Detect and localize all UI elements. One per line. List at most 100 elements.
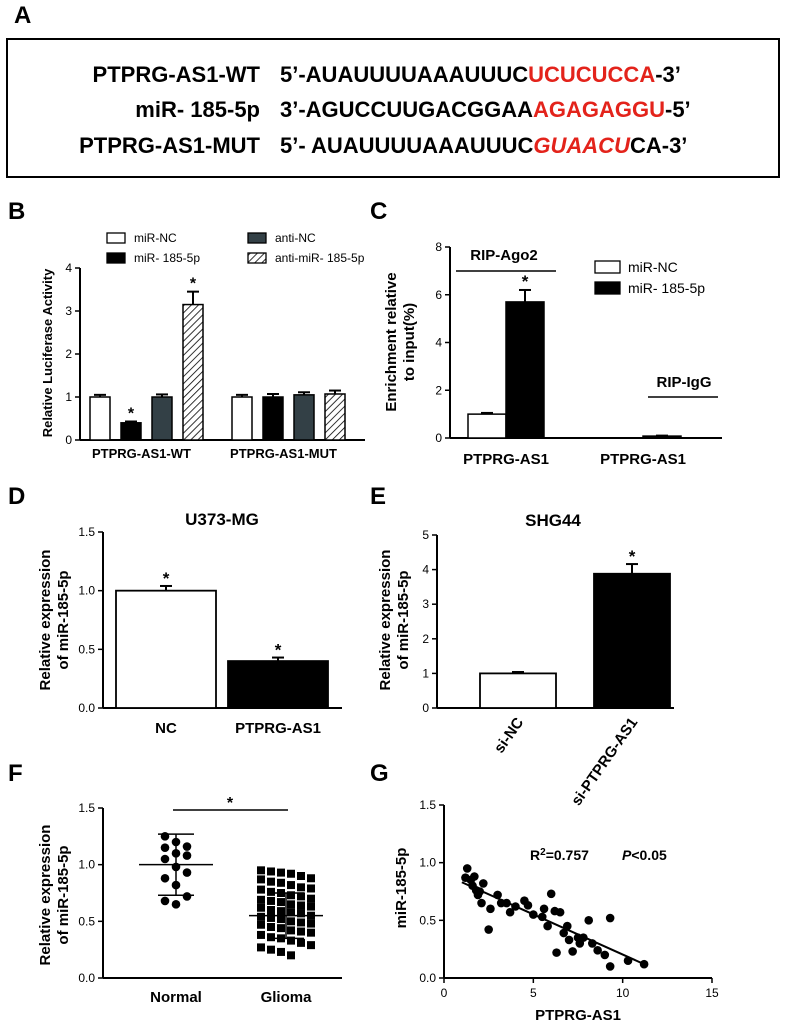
- chart-f-point: [267, 906, 275, 914]
- chart-f-point: [182, 868, 192, 877]
- sequence-text: 5’-AUAUUUUAAAUUUCUCUCUCCA-3’: [280, 62, 681, 88]
- chart-e-y-label-line: Relative expression: [377, 550, 394, 691]
- panel-label-c: C: [370, 198, 388, 225]
- chart-f-point: [277, 915, 285, 924]
- chart-c-y-label-line: Enrichment relative: [383, 272, 400, 411]
- chart-f-point: [297, 927, 305, 936]
- chart-d-u373: 0.0 0.5 1.0 1.5 Relative expression of miR-18…: [37, 510, 342, 737]
- chart-b-luciferase: 0 1 2 3 4 Relative Luciferase Activity PTPRG-A…: [40, 231, 365, 461]
- chart-f-point: [267, 867, 275, 876]
- chart-f-point: [267, 933, 275, 942]
- chart-d-y-tick-label: 1.5: [78, 525, 95, 539]
- chart-b-category-label: PTPRG-AS1-MUT: [230, 446, 337, 461]
- chart-f-y-tick-label: 1.5: [78, 801, 95, 815]
- chart-f-point: [257, 866, 265, 875]
- chart-f-point: [287, 891, 295, 900]
- chart-c-y-label-line: to input(%): [401, 303, 418, 381]
- chart-f-point: [307, 894, 315, 903]
- chart-f-point: [267, 923, 275, 931]
- chart-g-point: [555, 907, 565, 917]
- chart-f-point: [182, 842, 192, 851]
- chart-f-point: [257, 920, 265, 929]
- chart-f-point: [297, 938, 305, 947]
- chart-g-x-tick-label: 5: [530, 986, 537, 1000]
- chart-c-legend-swatch: [594, 260, 621, 274]
- panel-label-g: G: [370, 760, 389, 787]
- chart-f-y-label: Relative expression of miR-185-5p: [37, 825, 72, 966]
- chart-c-group-label: RIP-IgG: [657, 374, 712, 391]
- chart-g-point: [564, 935, 574, 945]
- chart-g-point: [605, 913, 615, 923]
- chart-e-y-label: Relative expression of miR-185-5p: [377, 550, 412, 691]
- chart-g-point: [539, 904, 549, 914]
- sequence-prefix: 5’- AUAUUUUAAAUUUC: [280, 133, 534, 158]
- panel-label-f: F: [8, 760, 23, 787]
- chart-f-point: [160, 873, 170, 883]
- chart-f-point: [297, 909, 305, 918]
- chart-f-point: [297, 872, 305, 880]
- chart-f-point: [277, 878, 285, 887]
- chart-f-point: [287, 936, 295, 945]
- chart-g-x-tick-label: 0: [441, 986, 448, 1000]
- chart-d-bar: [227, 660, 329, 709]
- chart-f-point: [287, 917, 295, 926]
- chart-g-point: [484, 925, 493, 934]
- chart-c-y-tick-label: 2: [435, 383, 442, 397]
- chart-g-point: [552, 948, 561, 957]
- sequence-text: 3’-AGUCCUUGACGGAAAGAGAGGU-5’: [280, 97, 691, 123]
- chart-c-y-label: Enrichment relative to input(%): [383, 272, 418, 411]
- chart-e-y-tick-label: 4: [422, 563, 429, 577]
- chart-e-y-tick-label: 0: [422, 701, 429, 715]
- chart-f-point: [297, 918, 305, 927]
- chart-f-point: [257, 903, 265, 912]
- chart-b-significance-star: *: [190, 276, 197, 293]
- chart-b-significance-star: *: [128, 406, 135, 423]
- chart-f-point: [267, 877, 275, 886]
- chart-g-point: [486, 904, 495, 914]
- chart-e-category-label: si-NC: [491, 714, 527, 756]
- chart-e-y-tick-label: 1: [422, 666, 429, 680]
- chart-d-y-label-line: Relative expression: [37, 550, 54, 691]
- chart-g-point: [600, 950, 610, 960]
- sequence-prefix: 5’-AUAUUUUAAAUUUC: [280, 62, 529, 87]
- chart-b-y-tick-label: 3: [65, 304, 72, 318]
- chart-g-y-tick-label: 0.0: [419, 971, 436, 985]
- chart-b-y-tick-label: 0: [65, 433, 72, 447]
- chart-e-y-tick-label: 5: [422, 528, 429, 542]
- chart-f-point: [160, 896, 170, 906]
- sequence-name: miR- 185-5p: [135, 97, 260, 122]
- chart-f-point: [307, 941, 315, 950]
- chart-g-correlation: 0.0 0.5 1.0 1.5 0 5 10 15 PTPRG-AS1 miR-185-5p R2=…: [393, 798, 719, 1024]
- chart-f-point: [171, 900, 181, 909]
- chart-b-legend-label: anti-miR- 185-5p: [275, 251, 365, 265]
- chart-g-point: [605, 962, 615, 971]
- sequence-highlight: UCUCUCCA: [528, 62, 656, 87]
- chart-b-bar: [151, 396, 173, 441]
- chart-f-point: [182, 892, 192, 901]
- panel-label-a: A: [14, 2, 32, 29]
- chart-b-bar: [293, 394, 315, 441]
- chart-b-legend-label: miR-NC: [134, 231, 177, 245]
- chart-c-y-tick-label: 8: [435, 240, 442, 254]
- chart-g-point: [568, 947, 577, 956]
- chart-f-y-label-line: Relative expression: [37, 825, 54, 966]
- chart-b-legend-swatch: [106, 252, 126, 264]
- chart-c-legend-label: miR-NC: [628, 259, 678, 275]
- chart-f-point: [297, 901, 305, 910]
- chart-f-y-label-line: of miR-185-5p: [55, 845, 72, 944]
- chart-g-y-tick-label: 0.5: [419, 913, 436, 927]
- sequence-suffix: -3’: [655, 62, 681, 87]
- chart-c-bar: [505, 301, 545, 439]
- chart-b-legend-label: miR- 185-5p: [134, 251, 200, 265]
- chart-c-significance-star: *: [522, 272, 529, 291]
- chart-f-point: [257, 885, 265, 894]
- chart-g-point: [546, 889, 556, 899]
- sequence-highlight: AGAGAGGU: [533, 97, 665, 122]
- chart-f-point: [267, 913, 275, 922]
- chart-g-x-tick-label: 10: [616, 986, 630, 1000]
- chart-f-point: [307, 919, 315, 928]
- chart-d-bar: [115, 589, 217, 709]
- chart-f-point: [297, 883, 305, 892]
- chart-g-r2-annotation: R2=0.757: [530, 847, 589, 864]
- chart-f-point: [277, 924, 285, 933]
